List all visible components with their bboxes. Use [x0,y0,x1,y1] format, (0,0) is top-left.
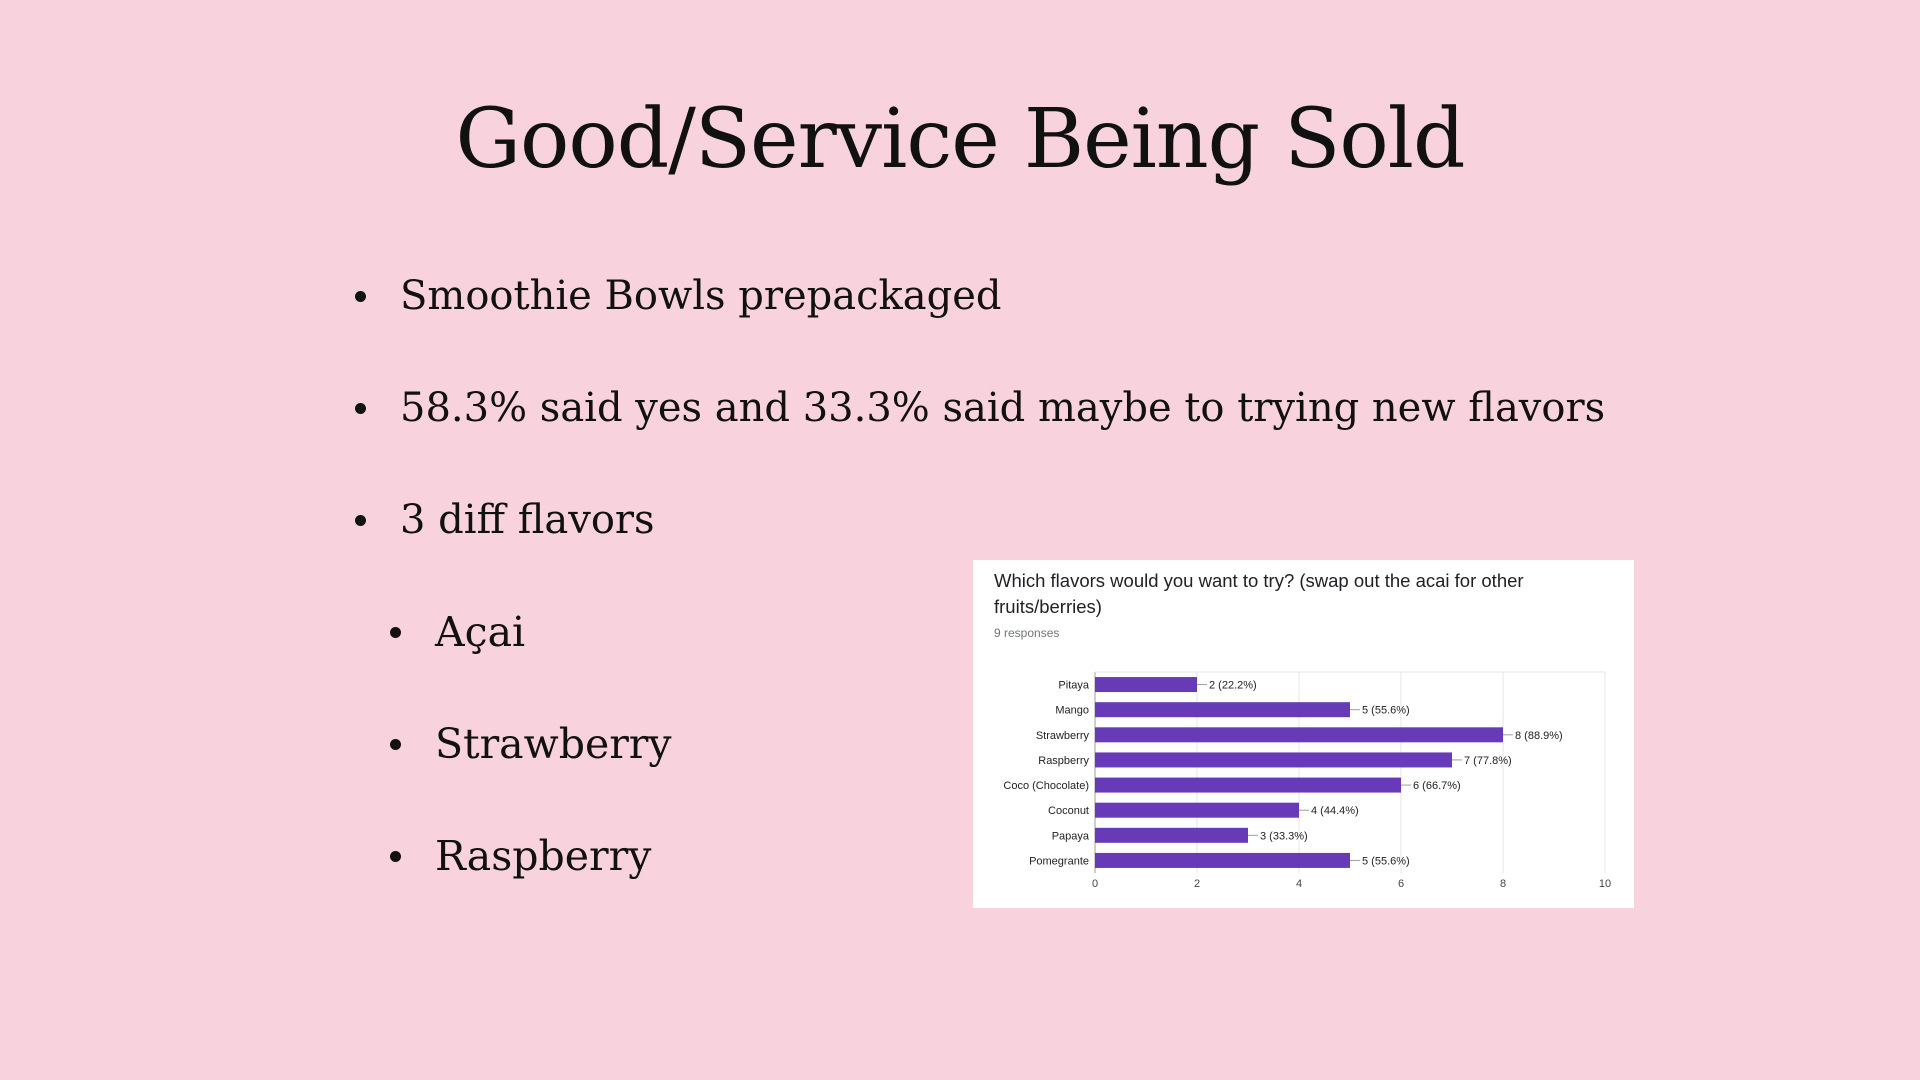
data-label: 7 (77.8%) [1464,755,1512,767]
category-label: Papaya [1052,830,1090,842]
chart-subtitle: 9 responses [994,626,1060,640]
chart-card: Which flavors would you want to try? (sw… [973,560,1634,908]
bullet-dot [355,515,366,526]
bullet-dot [390,739,401,750]
x-tick-label: 2 [1194,878,1200,890]
bar [1095,752,1452,768]
bullet-list: Smoothie Bowls prepackaged 58.3% said ye… [355,270,1605,942]
category-label: Pitaya [1058,680,1089,692]
bar [1095,852,1350,868]
sub-bullet-item: Raspberry [390,830,1605,942]
data-label: 8 (88.9%) [1515,730,1563,742]
x-tick-label: 8 [1500,878,1506,890]
bar-chart: 0 2 4 6 8 10 Pitaya 2 (22.2%) Mango 5 (55.6%) Stra… [1003,671,1611,890]
bar [1095,702,1350,718]
bullet-item: 58.3% said yes and 33.3% said maybe to t… [355,382,1605,494]
category-label: Raspberry [1038,755,1089,767]
bullet-text: Açai [435,608,526,656]
bullet-dot [355,403,366,414]
sub-bullet-item: Strawberry [390,718,1605,830]
category-label: Coconut [1048,805,1089,817]
bullet-dot [390,627,401,638]
bar [1095,727,1503,743]
bullet-item: Smoothie Bowls prepackaged [355,270,1605,382]
bullet-text: Smoothie Bowls prepackaged [400,273,1002,319]
data-label: 3 (33.3%) [1260,830,1308,842]
bar [1095,777,1401,793]
bullet-text: 58.3% said yes and 33.3% said maybe to t… [400,385,1606,431]
sub-bullet-item: Açai [390,606,1605,718]
bar [1095,677,1197,693]
data-label: 5 (55.6%) [1362,855,1410,867]
x-tick-label: 6 [1398,878,1404,890]
slide-title: Good/Service Being Sold [455,92,1466,187]
chart-title: Which flavors would you want to try? (sw… [994,570,1524,617]
category-label: Coco (Chocolate) [1003,780,1089,792]
bullet-dot [355,291,366,302]
x-tick-label: 4 [1296,878,1302,890]
data-label: 4 (44.4%) [1311,805,1359,817]
data-label: 6 (66.7%) [1413,780,1461,792]
x-tick-label: 0 [1092,878,1098,890]
category-label: Mango [1055,705,1089,717]
bullet-item: 3 diff flavors [355,494,1605,606]
bullet-text: Strawberry [435,720,672,768]
data-label: 2 (22.2%) [1209,680,1257,692]
category-label: Pomegrante [1029,855,1089,867]
bullet-text: Raspberry [435,832,652,880]
category-label: Strawberry [1036,730,1090,742]
x-tick-label: 10 [1599,878,1611,890]
bar [1095,802,1299,818]
bar [1095,827,1248,843]
bullet-dot [390,851,401,862]
data-label: 5 (55.6%) [1362,705,1410,717]
bullet-text: 3 diff flavors [400,497,655,543]
